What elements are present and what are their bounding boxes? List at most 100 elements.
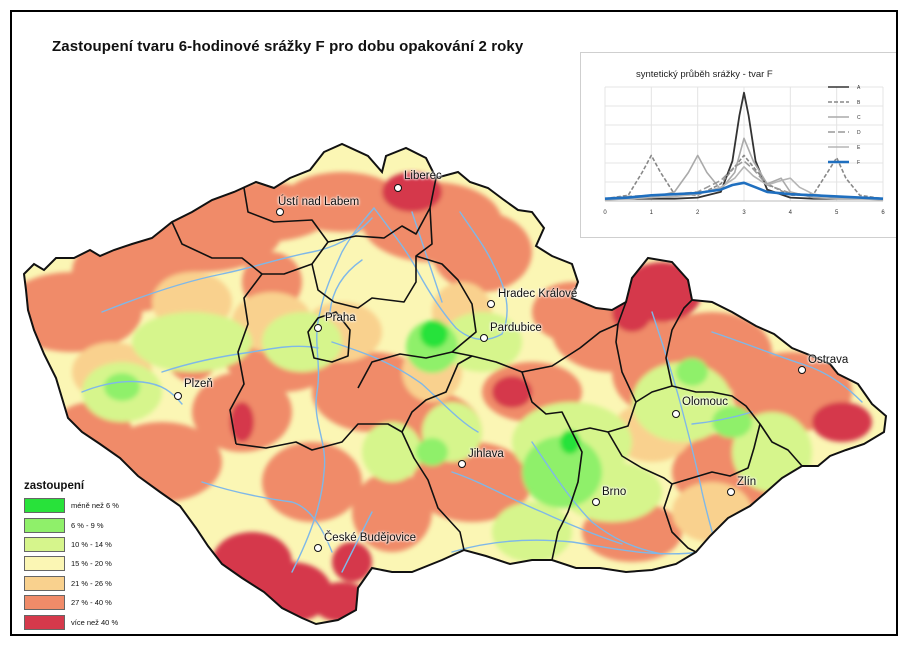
city-label: Hradec Králové	[498, 288, 578, 300]
inset-legend-label: E	[857, 145, 861, 151]
city-label: Plzeň	[184, 378, 213, 390]
map-patch	[352, 472, 432, 552]
river-luznice	[341, 511, 373, 573]
city-label: Liberec	[404, 170, 442, 182]
river-jizera	[411, 211, 443, 303]
inset-legend-label: C	[857, 115, 861, 121]
legend-swatch	[24, 595, 65, 611]
city-marker	[314, 544, 322, 552]
inset-tick-label: 5	[835, 210, 839, 216]
river-sazava	[331, 341, 479, 433]
inset-series-line	[604, 154, 884, 200]
inset-chart-plot: 0 1 2 3 4 5 6 A B C D E F	[603, 85, 885, 216]
city-label: Praha	[325, 312, 356, 324]
city-label: Jihlava	[468, 448, 504, 460]
city-label: Brno	[602, 486, 627, 498]
city-marker	[276, 208, 284, 216]
inset-legend-label: A	[857, 85, 861, 91]
inset-chart-title: syntetický průběh srážky - tvar F	[636, 69, 773, 80]
inset-tick-label: 6	[881, 210, 885, 216]
city-marker	[174, 392, 182, 400]
legend-swatch	[24, 614, 65, 630]
map-patch	[416, 438, 448, 466]
legend-item: 21 % - 26 %	[24, 574, 119, 593]
inset-chart: syntetický průběh srážky - tvar F 0 1 2 3 4 5…	[580, 52, 896, 238]
inset-series-line	[604, 181, 884, 200]
legend-label: méně než 6 %	[71, 501, 119, 511]
city-label: Zlín	[737, 476, 757, 488]
map-patch	[676, 358, 708, 386]
city-marker	[314, 324, 322, 332]
map-patch	[560, 430, 580, 454]
map-patch	[432, 212, 532, 292]
legend-label: 15 % - 20 %	[71, 559, 112, 569]
map-patch	[492, 502, 572, 562]
map-patch	[262, 312, 342, 372]
river-jihlava	[451, 471, 623, 545]
city-marker	[480, 334, 488, 342]
legend-label: 27 % - 40 %	[71, 598, 112, 608]
city-label: Pardubice	[490, 322, 542, 334]
map-patch	[312, 582, 372, 622]
city-marker	[727, 488, 735, 496]
map-patch	[442, 312, 522, 372]
legend-item: méně než 6 %	[24, 496, 119, 515]
river-otava	[201, 481, 333, 553]
legend-swatch	[24, 498, 65, 514]
city-label: České Budějovice	[324, 532, 417, 544]
map-patch	[420, 320, 448, 348]
river-berounka	[161, 345, 319, 373]
map-patch	[362, 422, 422, 482]
inset-tick-label: 3	[742, 210, 746, 216]
river-labe	[373, 207, 508, 341]
river-vltava	[291, 207, 375, 573]
map-frame: Zastoupení tvaru 6-hodinové srážky F pro…	[10, 10, 898, 636]
legend-label: 10 % - 14 %	[71, 539, 112, 549]
inset-legend-label: B	[857, 100, 861, 106]
legend-label: 21 % - 26 %	[71, 578, 112, 588]
map-patch	[812, 402, 872, 442]
legend-swatch	[24, 517, 65, 533]
river-morava	[651, 311, 719, 553]
inset-tick-label: 0	[603, 210, 607, 216]
map-patch	[212, 532, 292, 592]
city-marker	[394, 184, 402, 192]
inset-legend-label: D	[857, 130, 861, 136]
inset-tick-label: 4	[789, 210, 793, 216]
legend-swatch	[24, 536, 65, 552]
inset-tick-label: 1	[650, 210, 654, 216]
map-patch	[382, 172, 442, 212]
river-becva	[691, 411, 753, 425]
inset-series-line	[605, 137, 883, 200]
legend-item: více než 40 %	[24, 612, 119, 631]
legend-items: méně než 6 % 6 % - 9 % 10 % - 14 % 15 % - 2…	[24, 496, 119, 632]
map-patch	[712, 406, 752, 438]
map-patch	[230, 402, 254, 442]
city-label: Olomouc	[682, 396, 729, 408]
river-svratka	[531, 441, 663, 555]
legend-title: zastoupení	[24, 480, 85, 492]
inset-legend-label: F	[857, 160, 860, 166]
city-label: Ostrava	[808, 354, 849, 366]
river-vltava-north	[329, 259, 363, 313]
city-label: Ústí nad Labem	[278, 196, 360, 208]
legend-item: 10 % - 14 %	[24, 535, 119, 554]
legend-item: 6 % - 9 %	[24, 515, 119, 534]
map-title: Zastoupení tvaru 6-hodinové srážky F pro…	[52, 38, 524, 55]
legend: zastoupení méně než 6 % 6 % - 9 % 10 % - 1…	[24, 480, 119, 632]
city-marker	[458, 460, 466, 468]
river-odra	[711, 331, 863, 403]
map-patch	[104, 373, 140, 401]
city-marker	[798, 366, 806, 374]
map-patch	[262, 442, 362, 522]
city-marker	[487, 300, 495, 308]
river-bohemian-west	[81, 380, 183, 405]
legend-swatch	[24, 575, 65, 591]
legend-label: více než 40 %	[71, 617, 119, 627]
legend-swatch	[24, 556, 65, 572]
legend-item: 15 % - 20 %	[24, 554, 119, 573]
legend-item: 27 % - 40 %	[24, 593, 119, 612]
map-patch	[492, 376, 532, 408]
city-marker	[672, 410, 680, 418]
city-marker	[592, 498, 600, 506]
